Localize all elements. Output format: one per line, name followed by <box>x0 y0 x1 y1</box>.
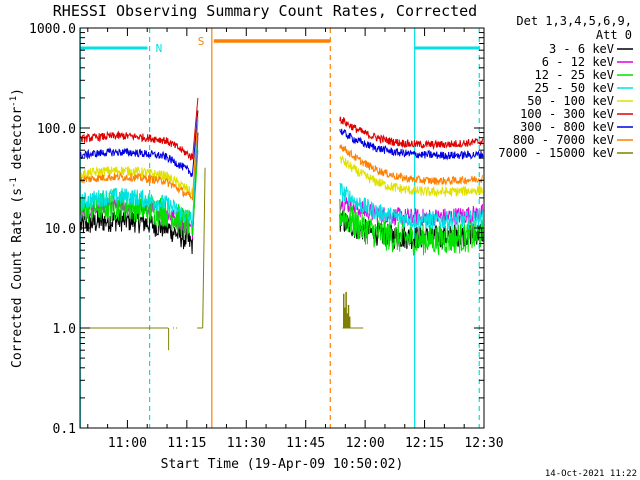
series-line <box>80 120 199 228</box>
legend-entry-label: 3 - 6 keV <box>549 42 614 56</box>
legend-entry-label: 50 - 100 keV <box>527 94 614 108</box>
y-tick-label: 100.0 <box>37 122 76 137</box>
annotation-layer: NS <box>79 28 480 428</box>
legend-entry-label: 12 - 25 keV <box>535 68 614 82</box>
series-line <box>80 110 199 178</box>
series-line <box>80 116 199 201</box>
x-tick-label: 11:45 <box>286 436 325 451</box>
axes-layer: 11:00 11:15 11:30 11:45 12:00 12:15 12:30 0.1 1.… <box>29 22 504 451</box>
legend-header-line-2: Att 0 <box>596 28 632 42</box>
generated-timestamp: 14-Oct-2021 11:22 <box>545 469 637 479</box>
legend-entry-label: 800 - 7000 keV <box>513 133 614 147</box>
series-line <box>80 97 199 161</box>
series-line <box>339 144 484 186</box>
y-tick-label: 1000.0 <box>29 22 76 37</box>
series-line <box>339 182 484 231</box>
legend-header-line-1: Det 1,3,4,5,6,9, <box>516 14 632 28</box>
legend-entry-label: 300 - 800 keV <box>520 120 614 134</box>
night-label: N <box>156 42 163 55</box>
x-tick-label: 11:30 <box>227 436 266 451</box>
x-tick-label: 11:00 <box>108 436 147 451</box>
legend-entry-label: 6 - 12 keV <box>542 55 614 69</box>
series-line <box>339 116 484 151</box>
series-line <box>339 128 484 161</box>
y-tick-label: 10.0 <box>45 222 76 237</box>
series-line <box>202 167 206 329</box>
x-axis-label: Start Time (19-Apr-09 10:50:02) <box>161 457 404 472</box>
y-axis-label: Corrected Count Rate (s-1 detector-1) <box>9 88 25 368</box>
x-tick-label: 12:00 <box>346 436 385 451</box>
chart-title: RHESSI Observing Summary Count Rates, Co… <box>53 2 477 20</box>
legend-entry-label: 100 - 300 keV <box>520 107 614 121</box>
y-tick-label: 0.1 <box>53 422 76 437</box>
series-line <box>80 110 199 198</box>
x-tick-label: 12:30 <box>464 436 503 451</box>
y-tick-label: 1.0 <box>53 322 76 337</box>
series-line <box>339 155 484 198</box>
x-tick-label: 11:15 <box>167 436 206 451</box>
legend-entry-label: 7000 - 15000 keV <box>498 146 614 160</box>
x-tick-label: 12:15 <box>405 436 444 451</box>
series-line <box>339 198 484 257</box>
saa-label: S <box>198 35 205 48</box>
legend-entry-label: 25 - 50 keV <box>535 81 614 95</box>
series-layer <box>80 97 484 351</box>
